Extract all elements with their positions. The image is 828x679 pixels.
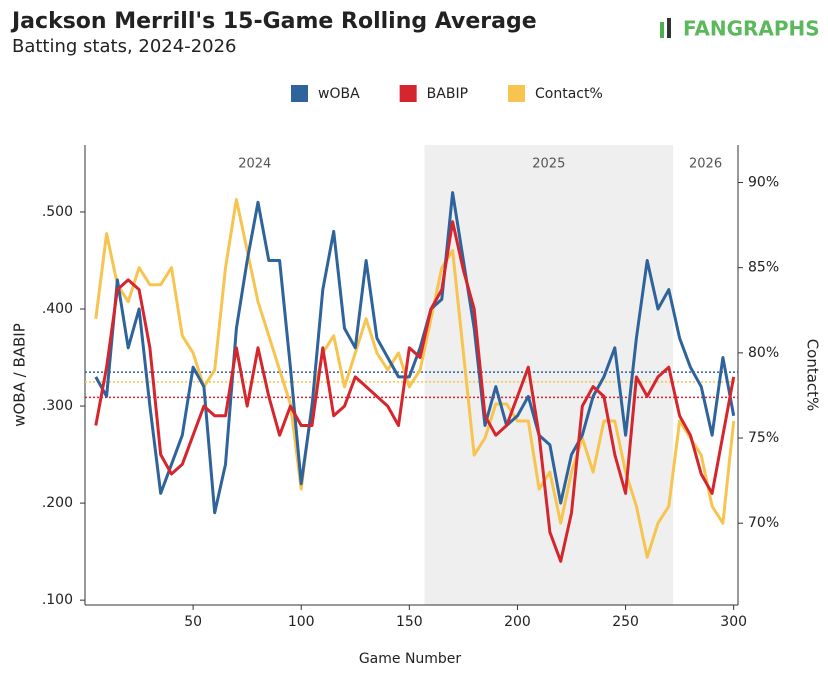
y-axis-label: wOBA / BABIP [11,323,29,427]
season-shade [424,145,674,605]
x-axis-label: Game Number [359,651,462,667]
legend-item: wOBA [291,85,360,102]
x-tick-label: 100 [288,614,315,630]
season-label: 2026 [689,157,722,172]
logo-mark [667,18,671,38]
legend-label: BABIP [427,86,468,102]
legend-label: Contact% [535,86,603,102]
y2-tick-label: 85% [748,260,779,276]
y-tick-label: .100 [42,592,73,608]
series-line [94,191,736,515]
legend-item: BABIP [399,85,468,102]
y-tick-label: .400 [42,301,73,317]
legend-label: wOBA [318,86,360,102]
y2-tick-label: 80% [748,345,779,361]
legend-swatch [399,85,417,102]
x-tick-label: 150 [396,614,423,630]
y2-tick-label: 90% [748,174,779,190]
chart-subtitle: Batting stats, 2024-2026 [12,36,237,57]
y-tick-label: .200 [42,495,73,511]
legend-swatch [508,85,526,102]
logo-mark [660,22,664,38]
x-tick-label: 50 [184,614,202,630]
legend-swatch [291,85,308,102]
legend-item: Contact% [508,85,603,102]
season-label: 2025 [532,157,565,172]
logo: FANGRAPHS [660,17,820,41]
y2-tick-label: 70% [748,515,779,531]
season-label: 2024 [238,157,271,172]
y2-tick-label: 75% [748,430,779,446]
y2-axis-label: Contact% [804,339,822,412]
logo-text: FANGRAPHS [683,17,820,41]
y-tick-label: .300 [42,398,73,414]
x-tick-label: 250 [612,614,639,630]
y-tick-label: .500 [42,204,73,220]
x-tick-label: 200 [504,614,531,630]
x-tick-label: 300 [720,614,747,630]
chart-title: Jackson Merrill's 15-Game Rolling Averag… [10,9,537,34]
series-line [94,220,736,563]
